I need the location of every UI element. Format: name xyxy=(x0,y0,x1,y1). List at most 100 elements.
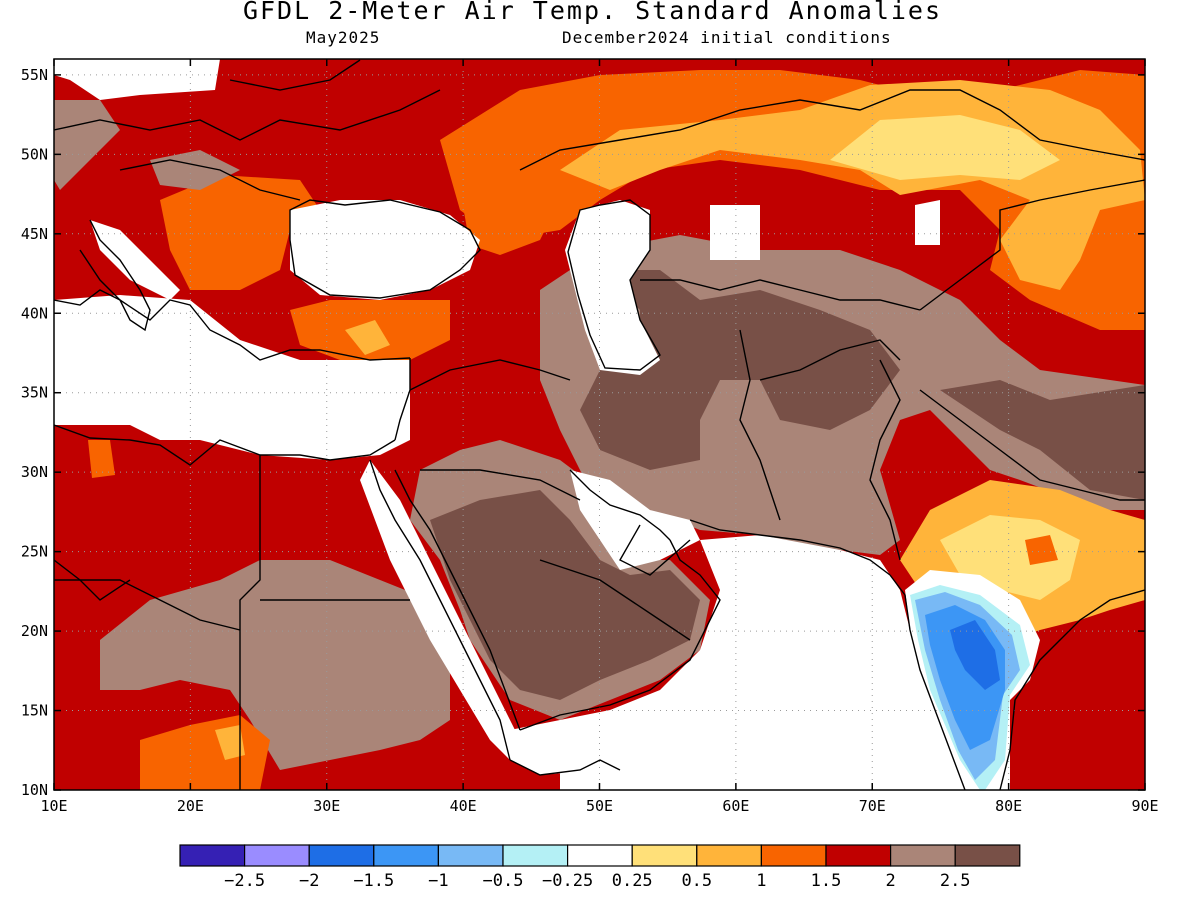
sea-aden xyxy=(510,720,600,775)
colorbar-label: −0.25 xyxy=(542,871,593,891)
lon-tick-label: 50E xyxy=(586,797,613,815)
field-dark-brown-arabia xyxy=(430,490,700,700)
colorbar-swatch xyxy=(760,844,827,867)
coast-red-sea-west xyxy=(369,459,511,761)
colorbar-swatch xyxy=(889,844,956,867)
border-pakistan xyxy=(869,359,901,561)
colorbar-swatch xyxy=(696,844,762,867)
latitude-axis: 55N 50N 45N 40N 35N 30N 25N 20N 15N 10N xyxy=(21,66,1145,799)
colorbar-label: 1 xyxy=(756,871,766,891)
coast-black-sea xyxy=(289,199,481,299)
colorbar-label: −1.5 xyxy=(353,871,394,891)
field-light-brown-balkans xyxy=(54,100,120,190)
colorbar-swatch xyxy=(179,844,246,867)
field-india-blue xyxy=(950,620,1000,690)
coast-mediterranean-north xyxy=(54,289,411,361)
coast-italy xyxy=(79,219,151,332)
coastlines xyxy=(54,59,1145,790)
coast-red-sea-east xyxy=(394,469,521,731)
sea-adriatic xyxy=(90,220,180,300)
land-north-white xyxy=(54,59,220,100)
border-europe-1 xyxy=(54,89,441,141)
border-arabia xyxy=(420,469,691,641)
coast-arabia-south xyxy=(519,539,721,731)
border-russia-kaz xyxy=(519,89,1145,171)
lat-tick-label: 55N xyxy=(21,66,48,84)
field-africa-yellow xyxy=(215,725,245,760)
colorbar-swatch xyxy=(373,844,439,867)
border-europe-2 xyxy=(119,159,301,201)
lat-tick-label: 45N xyxy=(21,225,48,243)
coast-iran-pakistan xyxy=(689,519,891,576)
border-africa-4 xyxy=(54,559,131,601)
field-balkan-orange xyxy=(160,175,320,290)
lake-balkhash xyxy=(915,200,940,245)
colorbar-label: 0.25 xyxy=(612,871,653,891)
lon-tick-label: 10E xyxy=(40,797,67,815)
coast-levant xyxy=(394,358,411,441)
colorbar-swatch xyxy=(437,844,504,867)
lon-tick-label: 30E xyxy=(313,797,340,815)
longitude-axis: 10E 20E 30E 40E 50E 60E 70E 80E 90E xyxy=(40,59,1159,815)
field-black-sea-orange xyxy=(460,180,560,255)
lat-tick-label: 50N xyxy=(21,145,48,163)
lat-tick-label: 35N xyxy=(21,384,48,402)
lon-tick-label: 40E xyxy=(450,797,477,815)
field-turkey-yellow xyxy=(345,320,390,355)
field-india-orange-spot xyxy=(1025,535,1058,565)
field-north-yellow-2 xyxy=(830,115,1060,180)
border-turkey-iraq xyxy=(409,359,571,391)
colorbar-swatch xyxy=(631,844,698,867)
field-dark-brown-central xyxy=(580,270,900,470)
colorbar-labels: −2.5 −2 −1.5 −1 −0.5 −0.25 0.25 0.5 1 1.5 2 2.5 xyxy=(224,871,970,891)
lat-tick-label: 25N xyxy=(21,543,48,561)
anomaly-field xyxy=(54,59,1145,790)
lon-tick-label: 20E xyxy=(177,797,204,815)
border-africa-2 xyxy=(54,579,241,631)
border-china xyxy=(919,179,1145,311)
colorbar-label: 2.5 xyxy=(940,871,971,891)
border-iran-east xyxy=(739,329,781,521)
border-central-asia xyxy=(640,279,921,311)
colorbar-label: −2 xyxy=(299,871,319,891)
colorbar-label: −2.5 xyxy=(224,871,265,891)
coast-horn xyxy=(509,759,621,776)
lat-tick-label: 30N xyxy=(21,463,48,481)
colorbar-swatch xyxy=(954,844,1021,867)
sea-mediterranean xyxy=(54,295,410,460)
field-light-brown-africa xyxy=(100,560,450,770)
colorbar-swatch xyxy=(308,844,375,867)
map-title: GFDL 2-Meter Air Temp. Standard Anomalie… xyxy=(242,0,943,25)
lon-tick-label: 60E xyxy=(722,797,749,815)
initial-conditions: December2024 initial conditions xyxy=(562,28,892,47)
colorbar-label: 0.5 xyxy=(681,871,712,891)
coast-africa-north xyxy=(54,424,396,466)
border-europe-3 xyxy=(229,59,361,91)
lat-tick-label: 20N xyxy=(21,622,48,640)
colorbar xyxy=(179,844,1021,867)
forecast-month: May2025 xyxy=(306,28,381,47)
coast-gulf xyxy=(569,469,691,576)
sea-black xyxy=(290,200,480,300)
lon-tick-label: 80E xyxy=(995,797,1022,815)
lake-aral xyxy=(710,205,760,260)
colorbar-swatch xyxy=(825,844,892,867)
colorbar-swatch xyxy=(244,844,310,867)
field-libya-orange xyxy=(88,440,115,478)
colorbar-label: 2 xyxy=(885,871,895,891)
colorbar-swatch xyxy=(502,844,569,867)
colorbar-label: 1.5 xyxy=(811,871,842,891)
colorbar-label: −0.5 xyxy=(483,871,524,891)
lon-tick-label: 90E xyxy=(1131,797,1158,815)
lat-tick-label: 15N xyxy=(21,702,48,720)
coast-india-east xyxy=(999,589,1145,790)
sea-red xyxy=(360,460,520,760)
coast-caspian xyxy=(567,199,661,371)
border-india-n xyxy=(919,389,1145,501)
lat-tick-label: 40N xyxy=(21,304,48,322)
field-dark-brown-india-n xyxy=(940,380,1145,500)
sea-gulf xyxy=(570,470,700,570)
border-afghan xyxy=(759,339,901,381)
lat-tick-label: 10N xyxy=(21,781,48,799)
